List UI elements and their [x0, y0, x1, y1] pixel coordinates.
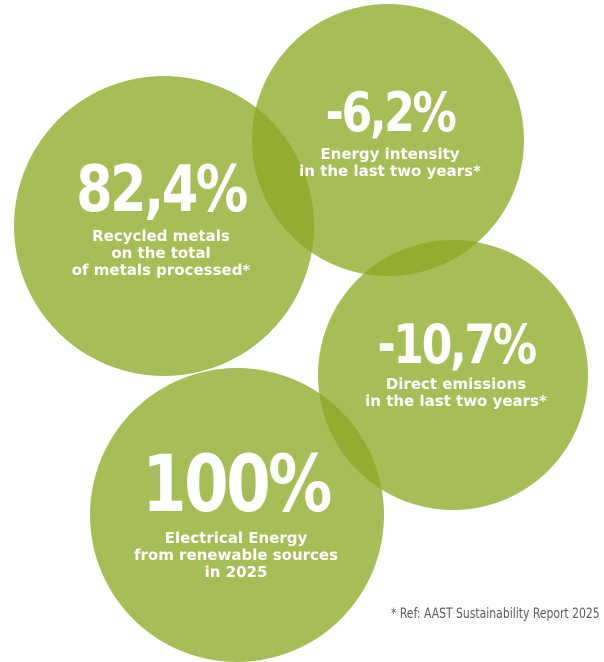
- direct-emissions-stat: -10,7% Direct emissions in the last two …: [340, 318, 572, 410]
- energy-intensity-label-line-1: Energy intensity: [320, 145, 460, 163]
- electrical-energy-label-line-2: from renewable sources: [133, 546, 339, 564]
- electrical-energy-circle: [90, 368, 384, 662]
- direct-emissions-value: -10,7%: [377, 313, 537, 376]
- energy-intensity-value: -6,2%: [325, 81, 457, 144]
- recycled-metals-label-line-1: Recycled metals: [92, 227, 230, 245]
- source-footnote: * Ref: AAST Sustainability Report 2025: [391, 606, 600, 622]
- recycled-metals-value: 82,4%: [76, 153, 248, 227]
- electrical-energy-label-line-1: Electrical Energy: [164, 529, 308, 547]
- energy-intensity-circle: [252, 4, 524, 276]
- energy-intensity-stat: -6,2% Energy intensity in the last two y…: [280, 86, 500, 180]
- recycled-metals-label-line-2: on the total: [111, 244, 211, 262]
- electrical-energy-label-line-3: in 2025: [204, 563, 268, 581]
- energy-intensity-label-line-2: in the last two years*: [299, 162, 481, 180]
- electrical-energy-stat: 100% Electrical Energy from renewable so…: [110, 446, 362, 581]
- electrical-energy-value: 100%: [142, 440, 332, 530]
- recycled-metals-stat: 82,4% Recycled metals on the total of me…: [36, 158, 286, 279]
- direct-emissions-label-line-2: in the last two years*: [365, 392, 547, 410]
- recycled-metals-label-line-3: of metals processed*: [71, 261, 251, 279]
- direct-emissions-label-line-1: Direct emissions: [385, 375, 527, 393]
